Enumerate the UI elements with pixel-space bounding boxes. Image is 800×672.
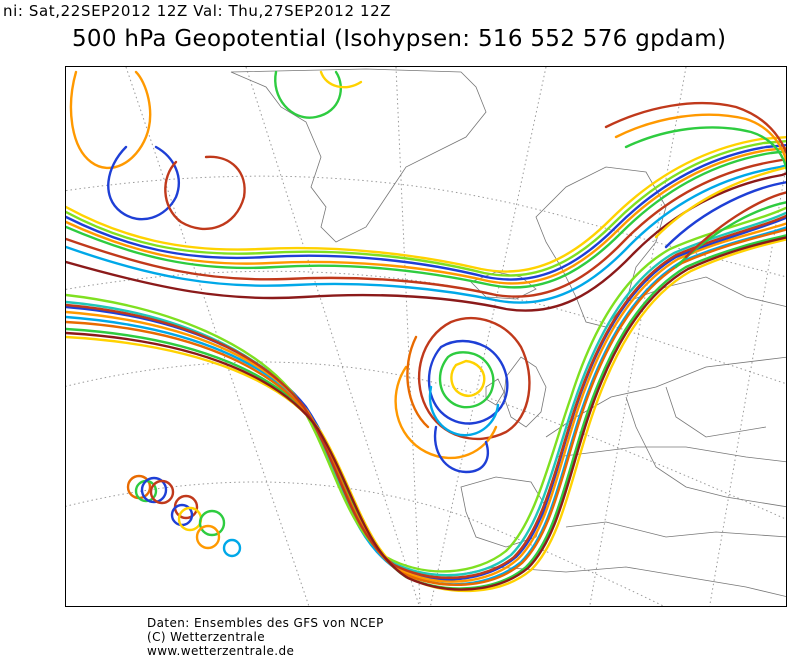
chart-title: 500 hPa Geopotential (Isohypsen: 516 552… <box>72 26 727 52</box>
data-credits: Daten: Ensembles des GFS von NCEP (C) We… <box>147 616 384 658</box>
map-frame <box>65 66 787 607</box>
credits-source: Daten: Ensembles des GFS von NCEP <box>147 616 384 630</box>
map-canvas <box>66 67 786 606</box>
credits-copyright: (C) Wetterzentrale <box>147 630 266 644</box>
ensemble-contours <box>66 70 786 593</box>
credits-url: www.wetterzentrale.de <box>147 644 295 658</box>
sw-cutoff-rings <box>126 474 242 558</box>
init-valid-time: ni: Sat,22SEP2012 12Z Val: Thu,27SEP2012… <box>3 2 392 20</box>
